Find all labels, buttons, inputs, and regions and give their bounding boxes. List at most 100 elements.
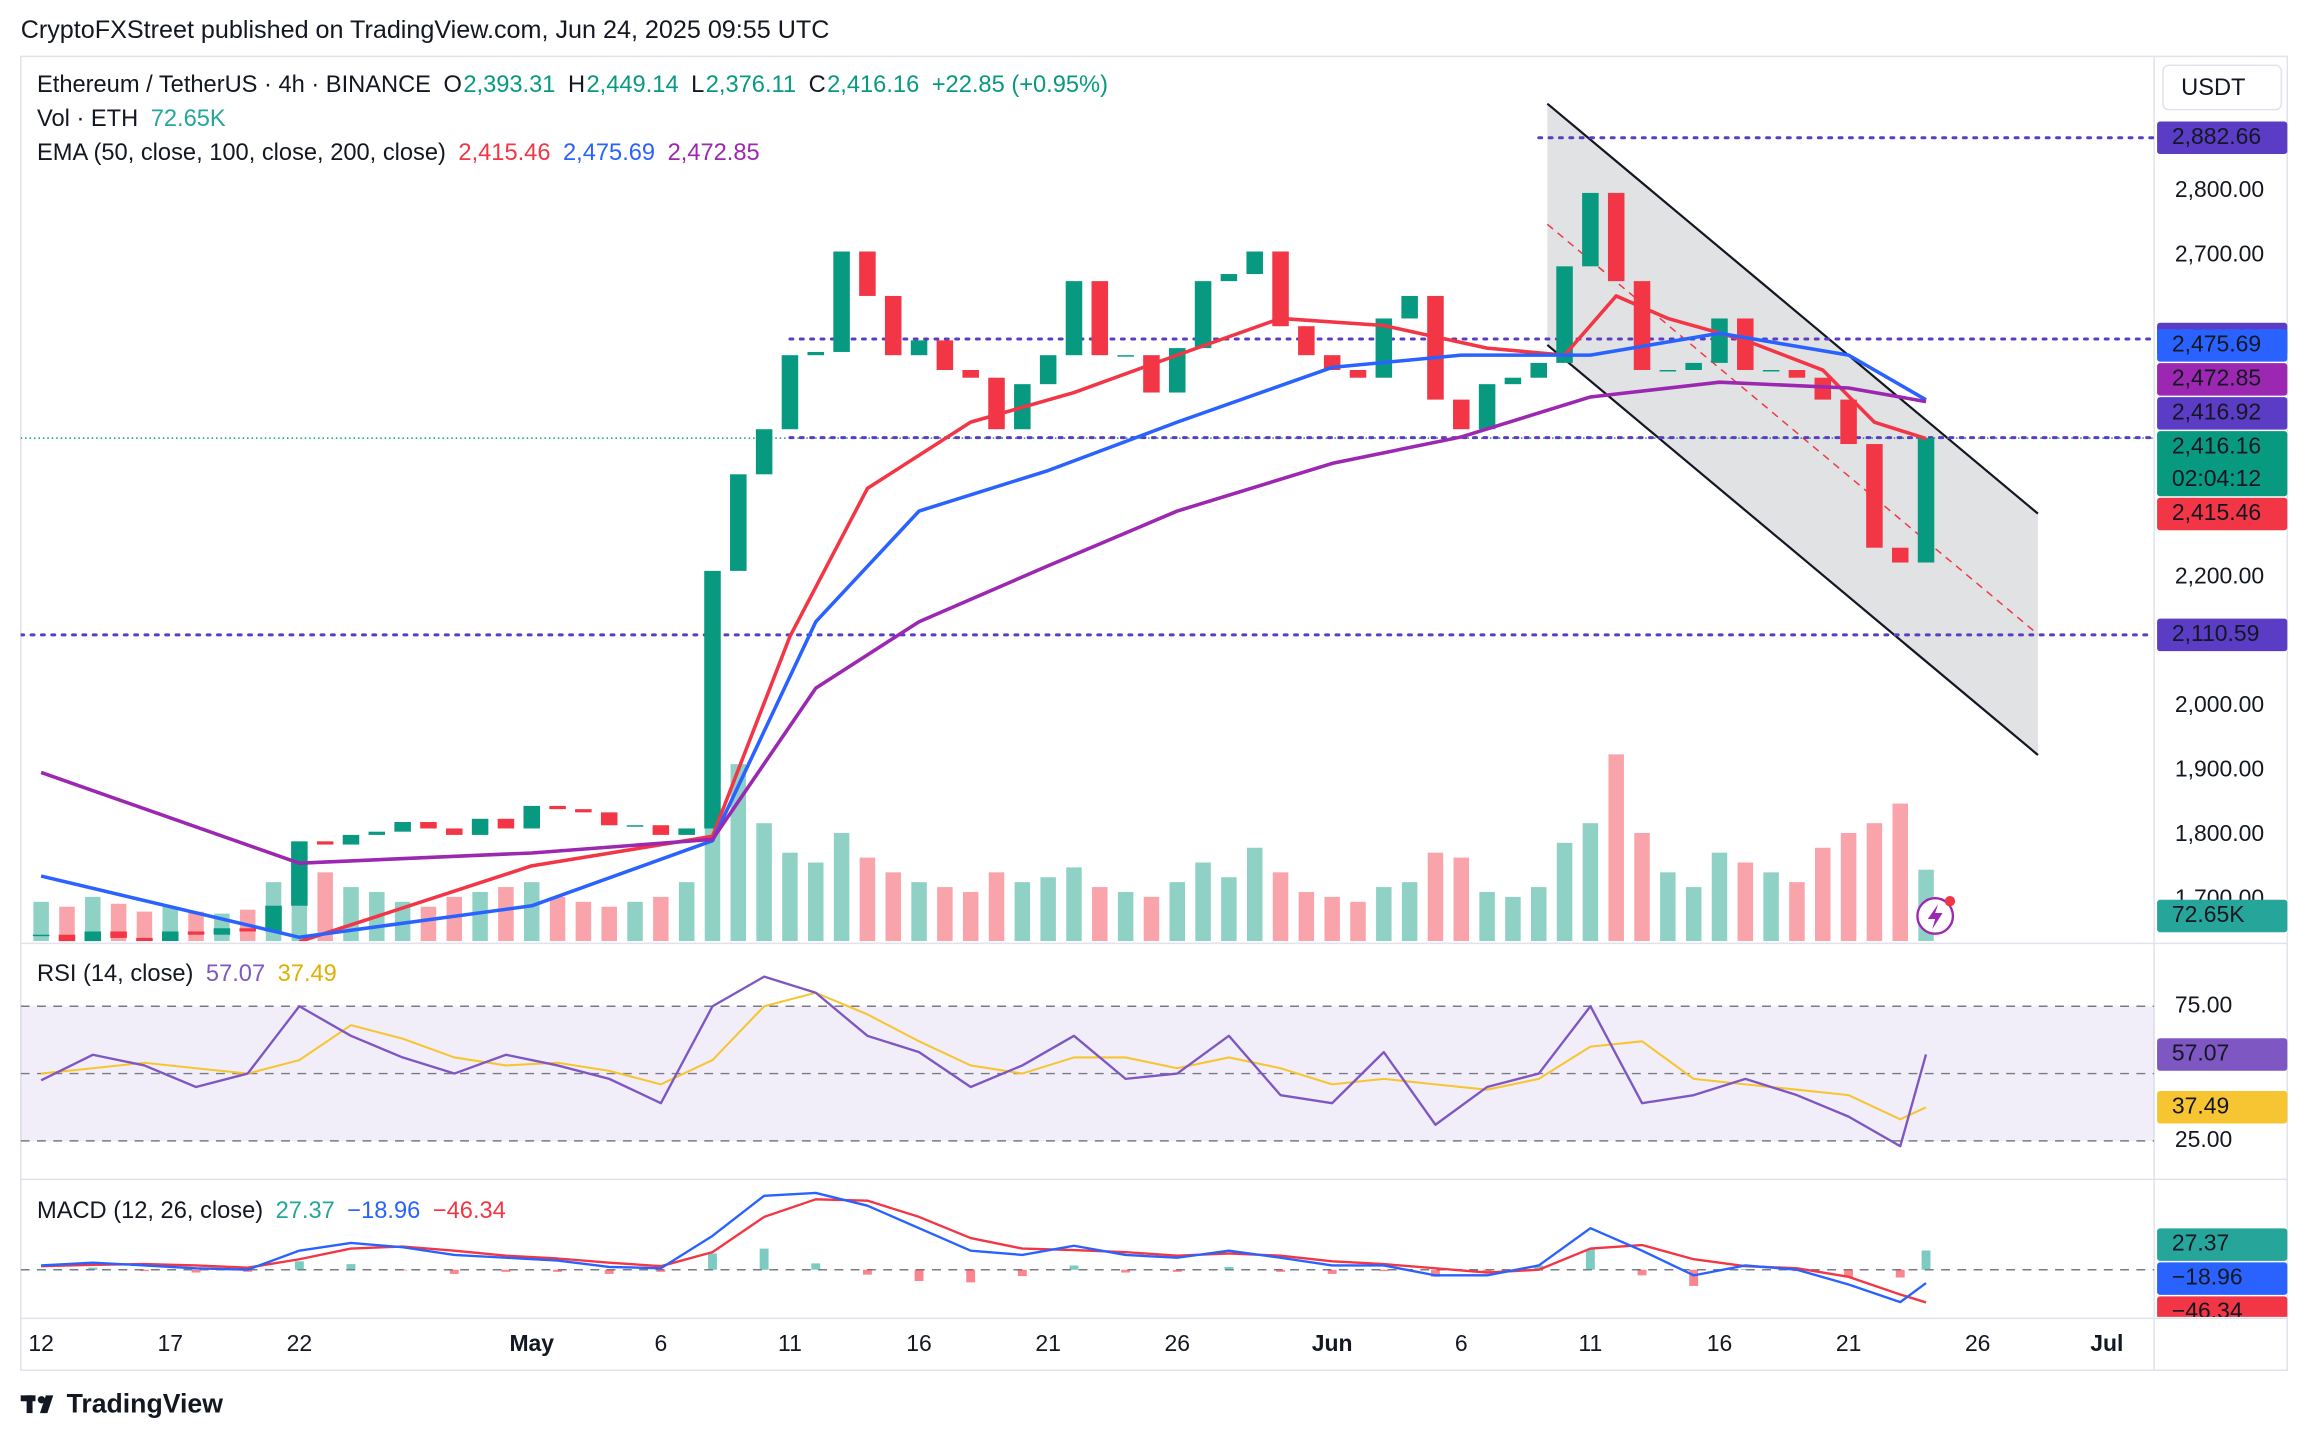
volume-bar xyxy=(472,891,488,942)
histogram-bar xyxy=(1276,1269,1285,1272)
volume-bar xyxy=(678,882,695,942)
histogram-bar xyxy=(398,1269,408,1271)
histogram-bar xyxy=(449,1269,459,1274)
histogram-bar xyxy=(966,1269,976,1283)
volume-bar xyxy=(1350,901,1366,942)
currency[interactable]: USDT xyxy=(2181,75,2245,101)
ema-value: 2,415.46 xyxy=(458,140,550,166)
candle xyxy=(833,251,850,352)
rsi-ma-value: 37.49 xyxy=(278,961,337,987)
candle xyxy=(1633,281,1651,370)
candle xyxy=(549,805,566,810)
ohlc-value: 2,416.16 xyxy=(827,72,919,98)
volume-bar xyxy=(59,906,75,942)
logo-part xyxy=(26,1395,33,1414)
price-tag xyxy=(2157,497,2288,531)
volume-bar xyxy=(549,896,566,942)
histogram-bar xyxy=(1069,1265,1079,1270)
histogram-bar xyxy=(1431,1269,1440,1277)
volume-bar xyxy=(756,823,772,942)
candle xyxy=(1866,444,1883,548)
price-tag xyxy=(2157,899,2288,933)
x-tick-label: 11 xyxy=(778,1330,802,1356)
histogram-bar xyxy=(1844,1269,1854,1278)
badge-dot xyxy=(1944,896,1956,907)
histogram-bar xyxy=(1740,1269,1750,1270)
y-tick-label: 2,700.00 xyxy=(2175,240,2264,266)
volume-value: 72.65K xyxy=(151,106,226,132)
y-tick-label: 25.00 xyxy=(2175,1126,2232,1152)
logo-part xyxy=(37,1396,46,1404)
price-tag-label: 27.37 xyxy=(2172,1230,2229,1256)
volume-bar xyxy=(1143,896,1160,942)
histogram-bar xyxy=(811,1263,821,1270)
price-tag-label: 2,472.85 xyxy=(2172,364,2261,390)
price-tag xyxy=(2157,397,2288,430)
candle xyxy=(1685,362,1702,370)
rsi-line xyxy=(40,975,1928,1148)
price-tag-label: −46.34 xyxy=(2172,1298,2243,1324)
price-tag xyxy=(2157,618,2288,652)
y-tick-label: 2,200.00 xyxy=(2175,562,2264,588)
price-tag xyxy=(2157,329,2288,362)
candle xyxy=(1556,266,1573,363)
candle xyxy=(1840,399,1857,445)
candle xyxy=(1349,369,1367,378)
frame xyxy=(19,55,2289,1371)
candle xyxy=(1711,318,1728,363)
candle xyxy=(730,474,747,571)
price-tag xyxy=(2157,1038,2288,1071)
volume-bar xyxy=(1169,882,1186,942)
volume-bar xyxy=(627,901,643,942)
candle xyxy=(575,809,592,813)
candle xyxy=(1298,326,1315,356)
price-plot xyxy=(20,102,2155,942)
candle xyxy=(652,825,670,835)
price-tag-label: 2,416.16 xyxy=(2172,432,2261,458)
ohlc-value: 2,376.11 xyxy=(706,72,796,98)
channel-upper xyxy=(1546,102,2039,515)
volume-title: Vol · ETH xyxy=(37,106,138,132)
x-tick-label: 6 xyxy=(1455,1330,1468,1356)
rsi-ma-line xyxy=(41,991,1927,1121)
candle xyxy=(420,822,437,829)
candle xyxy=(1530,362,1548,378)
histogram-bar xyxy=(139,1269,149,1272)
histogram-bar xyxy=(1379,1269,1389,1272)
ema-legend: EMA (50, close, 100, close, 200, close) … xyxy=(37,140,760,166)
volume-bar xyxy=(1711,852,1728,942)
candle xyxy=(807,351,825,356)
candle xyxy=(1788,369,1806,378)
candle xyxy=(136,937,153,942)
macd-line xyxy=(41,1191,1927,1304)
x-tick-label: 11 xyxy=(1578,1330,1602,1356)
price-tag-label: 2,415.46 xyxy=(2172,499,2261,525)
histogram-bar xyxy=(1121,1269,1131,1273)
candle xyxy=(626,825,644,827)
volume-bar xyxy=(1685,887,1702,942)
candle xyxy=(84,931,102,942)
axes: 1,700.001,800.001,900.002,000.002,200.00… xyxy=(28,121,2288,1356)
histogram-bar xyxy=(759,1248,769,1270)
rsi-title: RSI (14, close) xyxy=(37,961,193,987)
x-tick-label: Jul xyxy=(2090,1330,2123,1356)
y-tick-label: 2,000.00 xyxy=(2175,691,2264,717)
x-tick-label: 16 xyxy=(906,1330,932,1356)
volume-bar xyxy=(420,906,437,942)
macd-legend: MACD (12, 26, close) 27.37 −18.96 −46.34 xyxy=(37,1198,506,1224)
volume-bar xyxy=(1556,842,1573,942)
x-tick-label: 16 xyxy=(1707,1330,1733,1356)
currency-button[interactable] xyxy=(2162,64,2283,111)
histogram-bar xyxy=(1585,1249,1595,1270)
candle xyxy=(704,570,721,829)
ema-title: EMA (50, close, 100, close, 200, close) xyxy=(37,140,446,166)
volume-bar xyxy=(317,872,333,942)
logo-part xyxy=(39,1395,54,1414)
y-tick-label: 1,900.00 xyxy=(2175,756,2264,782)
y-tick-label: 1,800.00 xyxy=(2175,820,2264,846)
candle xyxy=(678,828,695,835)
price-tag xyxy=(2157,1262,2288,1295)
price-tag-label: 2,475.69 xyxy=(2172,330,2261,356)
